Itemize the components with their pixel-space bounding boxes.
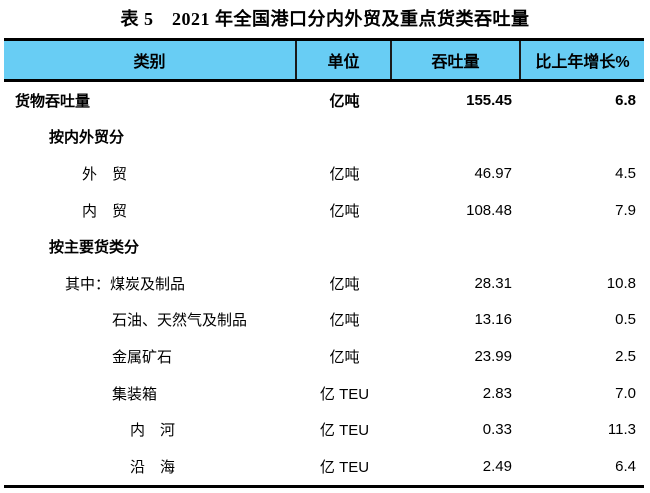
table-row: 货物吞吐量 亿吨 155.45 6.8 [4,82,644,119]
table-row: 沿 海 亿 TEU 2.49 6.4 [4,448,644,485]
row-unit: 亿吨 [329,92,360,110]
row-value: 2.49 [482,457,512,475]
row-label: 其中：煤炭及制品 [65,275,186,293]
row-label: 沿 海 [130,458,176,476]
row-growth: 6.8 [615,91,636,109]
row-unit: 亿吨 [329,312,360,330]
row-unit: 亿吨 [329,202,360,220]
row-label: 内 河 [130,422,176,440]
table-row: 内 贸 亿吨 108.48 7.9 [4,192,644,229]
table-row: 按主要货类分 [4,228,644,265]
table-row: 集装箱 亿 TEU 2.83 7.0 [4,375,644,412]
row-unit: 亿 TEU [319,385,370,403]
row-value: 23.99 [474,347,512,365]
row-growth: 2.5 [615,347,636,365]
row-value: 13.16 [474,311,512,329]
row-label: 石油、天然气及制品 [112,312,248,330]
row-label: 金属矿石 [112,348,173,366]
column-header-throughput: 吞吐量 [392,41,521,79]
table-row: 内 河 亿 TEU 0.33 11.3 [4,411,644,448]
statistics-table: 类别 单位 吞吐量 比上年增长% 货物吞吐量 亿吨 155.45 6.8 按内外… [4,38,644,488]
row-label: 内 贸 [82,202,128,220]
column-header-category: 类别 [4,41,297,79]
row-unit: 亿吨 [329,275,360,293]
row-growth: 4.5 [615,164,636,182]
row-unit: 亿吨 [329,165,360,183]
row-growth: 11.3 [607,421,636,439]
row-growth: 7.0 [615,384,636,402]
row-label: 货物吞吐量 [15,92,91,110]
row-label: 集装箱 [112,385,158,403]
row-label: 按内外贸分 [49,129,125,147]
row-value: 0.33 [482,421,512,439]
row-label: 外 贸 [82,165,128,183]
column-header-unit: 单位 [297,41,392,79]
row-growth: 7.9 [615,201,636,219]
row-unit: 亿吨 [329,348,360,366]
row-value: 46.97 [474,164,512,182]
row-growth: 10.8 [606,274,636,292]
row-growth: 6.4 [615,457,636,475]
row-label: 按主要货类分 [49,239,140,257]
table-title: 表 5 2021 年全国港口分内外贸及重点货类吞吐量 [120,9,530,29]
table-row: 金属矿石 亿吨 23.99 2.5 [4,338,644,375]
table-row: 按内外贸分 [4,119,644,156]
row-value: 155.45 [466,91,512,109]
table-row: 其中：煤炭及制品 亿吨 28.31 10.8 [4,265,644,302]
row-unit: 亿 TEU [319,422,370,440]
row-unit: 亿 TEU [319,458,370,476]
table-row: 石油、天然气及制品 亿吨 13.16 0.5 [4,302,644,339]
row-value: 2.83 [482,384,512,402]
row-value: 28.31 [474,274,512,292]
row-growth: 0.5 [615,311,636,329]
table-row: 外 贸 亿吨 46.97 4.5 [4,155,644,192]
column-header-growth: 比上年增长% [535,54,630,71]
table-header-row: 类别 单位 吞吐量 比上年增长% [4,41,644,82]
row-value: 108.48 [466,201,512,219]
